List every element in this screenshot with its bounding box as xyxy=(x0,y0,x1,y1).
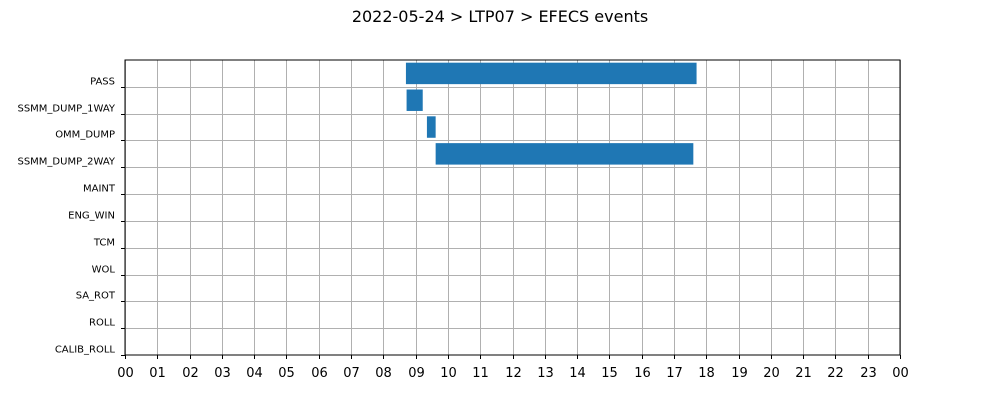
event-bar-ssmm-dump-1way xyxy=(406,89,423,111)
x-tick-label: 05 xyxy=(278,366,295,381)
x-tick-label: 20 xyxy=(763,366,780,381)
y-tick-label: SSMM_DUMP_2WAY xyxy=(17,157,115,168)
x-tick-label: 17 xyxy=(666,366,683,381)
x-tick-label: 10 xyxy=(440,366,457,381)
x-tick-label: 16 xyxy=(634,366,651,381)
x-tick-label: 19 xyxy=(731,366,748,381)
y-tick-label: ENG_WIN xyxy=(68,211,115,222)
grid xyxy=(125,60,901,355)
x-tick-label: 04 xyxy=(246,366,263,381)
y-tick-label: MAINT xyxy=(83,184,116,195)
event-bar-ssmm-dump-2way xyxy=(435,143,694,165)
y-tick-label: WOL xyxy=(92,265,116,276)
x-tick-label: 21 xyxy=(795,366,812,381)
y-tick-label: CALIB_ROLL xyxy=(55,345,116,356)
y-tick-label: SSMM_DUMP_1WAY xyxy=(17,104,115,115)
chart-title: 2022-05-24 > LTP07 > EFECS events xyxy=(352,7,648,26)
x-tick-label: 11 xyxy=(472,366,489,381)
plot-frame xyxy=(124,59,901,356)
y-tick-label: PASS xyxy=(90,77,115,88)
x-tick-label: 12 xyxy=(505,366,522,381)
x-tick-label: 07 xyxy=(343,366,360,381)
x-axis: 00 01 02 03 04 05 06 07 08 09 10 11 12 13 14 15 16 17 18 19… xyxy=(117,355,909,381)
event-bar-omm-dump xyxy=(426,116,436,138)
x-tick-label: 22 xyxy=(827,366,844,381)
y-tick-label: OMM_DUMP xyxy=(55,130,115,141)
x-tick-label: 02 xyxy=(182,366,199,381)
x-tick-label: 14 xyxy=(569,366,586,381)
x-tick-label: 18 xyxy=(698,366,715,381)
x-tick-label: 08 xyxy=(375,366,392,381)
y-axis: PASS SSMM_DUMP_1WAY OMM_DUMP SSMM_DUMP_2WAY… xyxy=(17,77,125,356)
y-tick-label: TCM xyxy=(93,238,115,249)
y-tick-label: SA_ROT xyxy=(76,291,116,302)
x-tick-label: 01 xyxy=(149,366,166,381)
x-tick-label: 00 xyxy=(892,366,909,381)
x-tick-label: 06 xyxy=(311,366,328,381)
x-tick-label: 13 xyxy=(537,366,554,381)
y-tick-label: ROLL xyxy=(89,318,115,329)
x-tick-label: 15 xyxy=(601,366,618,381)
x-tick-label: 23 xyxy=(860,366,877,381)
event-bar-pass xyxy=(405,62,697,85)
event-bars xyxy=(405,62,697,165)
x-tick-label: 09 xyxy=(408,366,425,381)
x-tick-label: 03 xyxy=(214,366,231,381)
x-tick-label: 00 xyxy=(117,366,134,381)
